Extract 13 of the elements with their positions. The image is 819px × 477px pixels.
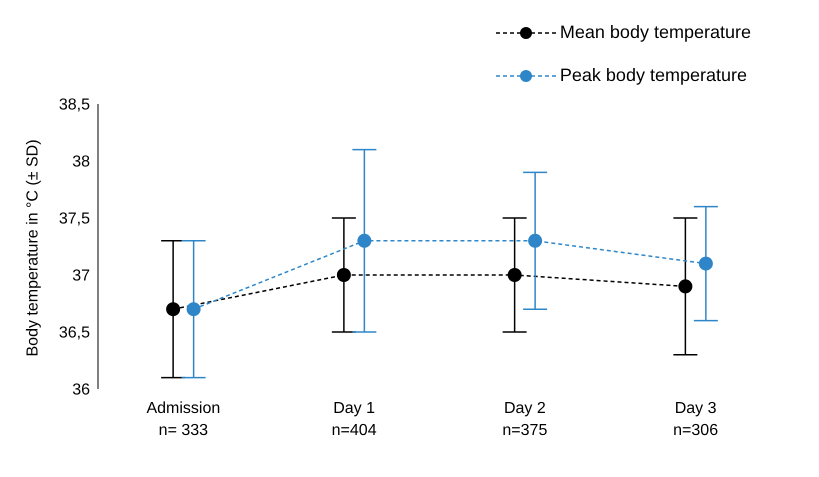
y-axis-title: Body temperature in °C (± SD) bbox=[24, 139, 42, 356]
x-tick-label: Day 1 n=404 bbox=[332, 400, 377, 439]
y-tick-label: 38,5 bbox=[58, 96, 90, 114]
y-tick-label: 37 bbox=[72, 268, 90, 285]
y-tick-label: 38 bbox=[72, 154, 90, 171]
legend-label: Mean body temperature bbox=[560, 22, 751, 43]
y-tick-label: 37,5 bbox=[58, 210, 90, 228]
x-tick-label: Day 3 n=306 bbox=[673, 400, 718, 439]
y-tick-label: 36,5 bbox=[58, 324, 90, 342]
x-tick-label: Admission n= 333 bbox=[146, 400, 220, 439]
legend-label: Peak body temperature bbox=[560, 65, 748, 86]
x-tick-label: Day 2 n=375 bbox=[502, 400, 548, 439]
y-tick-label: 36 bbox=[72, 382, 90, 399]
